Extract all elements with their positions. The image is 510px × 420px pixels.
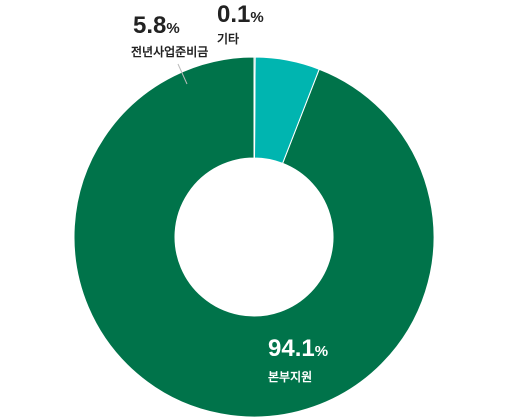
slice-value-bonbu: 94.1% xyxy=(268,335,328,362)
slice-value-prev-year: 5.8% xyxy=(133,12,180,39)
slice-label-other: 기타 xyxy=(217,31,239,46)
slice-label-prev-year: 전년사업준비금 xyxy=(131,44,208,59)
slice-value-other: 0.1% xyxy=(217,1,264,28)
leader-lines xyxy=(177,63,188,85)
slice-other xyxy=(253,56,256,159)
slice-labels: 94.1% 본부지원 5.8% 전년사업준비금 0.1% 기타 xyxy=(131,1,328,384)
slice-label-bonbu: 본부지원 xyxy=(268,369,312,384)
slice-bonbu-support xyxy=(73,56,435,418)
leader-line-prev-year xyxy=(177,63,188,85)
donut-slices xyxy=(73,56,435,418)
